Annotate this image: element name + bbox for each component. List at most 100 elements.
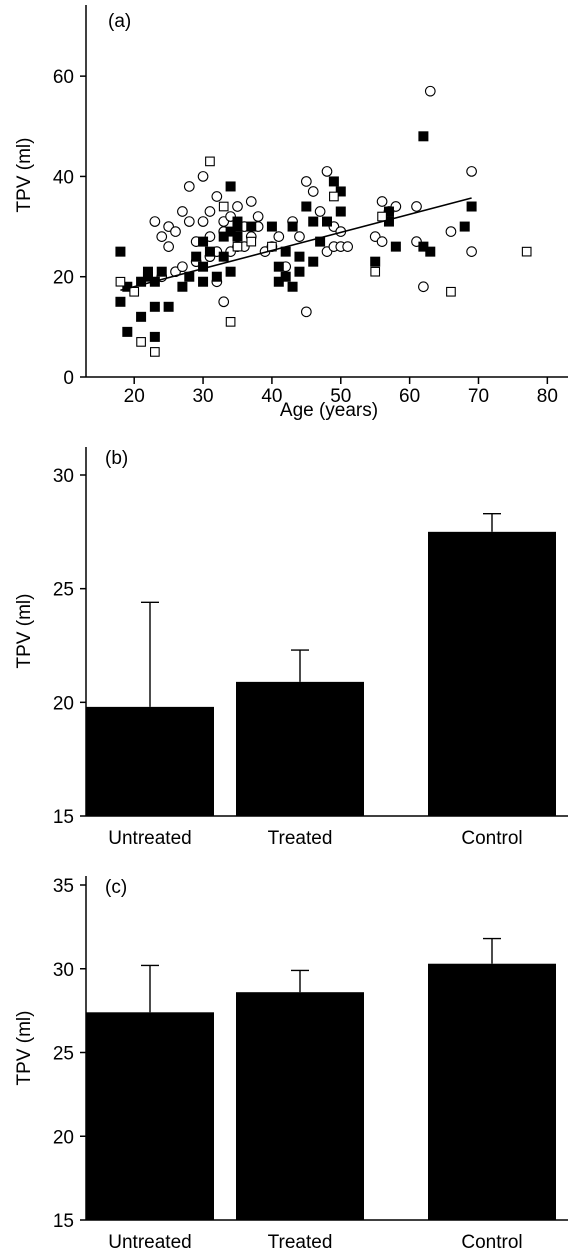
scatter-point-filled-square [294,266,305,277]
scatter-point-open-circle [411,201,422,212]
scatter-point-open-circle [321,166,333,177]
scatter-point-open-square [225,316,236,327]
bar [236,681,364,816]
scatter-point-filled-square [322,216,332,227]
scatter-point-filled-square [308,256,319,267]
panel-b-y-axis-title: TPV (ml) [14,594,35,669]
scatter-point-filled-square [383,206,394,217]
scatter-point-filled-square [335,206,346,217]
panel-c: (c) 15 20 25 30 35 Untreated Treated Control T… [14,876,568,1253]
scatter-point-open-circle [342,241,354,252]
scatter-point-filled-square [280,271,291,282]
y-tick-label: 20 [53,268,74,289]
panel-b-marks [86,512,556,816]
panel-b-label: (b) [105,448,128,469]
category-label: Untreated [108,828,191,849]
y-tick-label: 15 [53,807,74,828]
scatter-point-open-circle [197,216,209,227]
category-label: Treated [268,1232,333,1253]
scatter-point-open-circle [218,296,230,308]
x-tick-label: 70 [468,386,489,407]
scatter-point-open-circle [149,216,161,227]
scatter-point-filled-square [335,186,346,197]
scatter-point-open-circle [294,231,305,242]
scatter-point-open-circle [300,306,312,318]
scatter-point-filled-square [328,176,339,187]
scatter-point-filled-square [232,216,243,227]
scatter-point-filled-square [136,276,147,287]
scatter-point-filled-square [232,231,243,242]
y-tick-label: 20 [53,693,74,714]
scatter-point-open-circle [252,211,264,222]
scatter-point-open-circle [232,201,243,212]
y-tick-label: 15 [53,1211,74,1232]
category-label: Control [461,1232,522,1253]
x-tick-label: 50 [330,386,351,407]
panel-a-y-ticks: 0 20 40 60 [53,67,86,389]
scatter-point-open-square [129,286,140,297]
scatter-point-filled-square [115,296,126,307]
scatter-point-filled-square [198,276,209,287]
scatter-point-filled-square [218,251,229,262]
panel-a-y-axis-title: TPV (ml) [14,138,35,213]
scatter-point-filled-square [149,331,160,342]
scatter-point-open-square [115,276,126,287]
panel-a-x-ticks: 20 30 40 50 60 70 80 [124,377,558,407]
panel-c-label: (c) [105,877,127,898]
scatter-point-filled-square [390,241,401,252]
category-label: Untreated [108,1232,191,1253]
panel-b-y-ticks: 15 20 25 30 [53,466,86,828]
scatter-point-filled-square [294,251,305,262]
bar [428,963,556,1220]
panel-c-marks [86,937,556,1220]
y-tick-label: 35 [53,876,74,897]
y-tick-label: 25 [53,1044,74,1065]
scatter-point-filled-square [191,251,202,262]
scatter-point-open-circle [466,166,477,177]
panel-c-category-labels: Untreated Treated Control [108,1232,522,1253]
x-tick-label: 40 [261,386,282,407]
scatter-point-filled-square [301,201,312,212]
scatter-point-open-circle [445,226,457,237]
y-tick-label: 30 [53,960,74,981]
scatter-point-filled-square [418,241,429,252]
scatter-point-filled-square [163,301,174,312]
scatter-point-filled-square [466,201,477,212]
scatter-point-filled-square [280,246,291,257]
scatter-point-filled-square [218,231,229,242]
scatter-point-open-circle [376,196,388,207]
scatter-point-filled-square [122,326,133,337]
x-tick-label: 20 [124,386,145,407]
scatter-point-filled-square [177,281,188,292]
scatter-point-open-circle [170,226,181,237]
panel-a-x-axis-title: Age (years) [280,400,378,421]
scatter-point-filled-square [266,221,277,232]
panel-b-category-labels: Untreated Treated Control [108,828,522,849]
bar [86,1012,214,1220]
scatter-point-filled-square [418,131,429,142]
scatter-point-filled-square [425,246,436,257]
scatter-point-filled-square [225,181,236,192]
scatter-point-filled-square [273,276,284,287]
scatter-point-filled-square [142,271,153,282]
y-tick-label: 0 [63,368,74,389]
scatter-point-open-circle [376,236,388,247]
scatter-point-filled-square [308,216,319,227]
panel-c-y-axis-title: TPV (ml) [14,1011,35,1086]
panel-a: (a) 0 20 40 60 20 30 40 50 60 70 80 Age (years) T… [14,5,568,421]
scatter-point-filled-square [204,246,215,257]
bar [86,706,214,816]
scatter-point-filled-square [459,221,470,232]
scatter-point-open-square [446,286,456,297]
scatter-point-open-square [329,191,339,202]
scatter-point-filled-square [225,226,236,237]
scatter-point-open-square [150,347,160,357]
scatter-point-filled-square [136,311,147,322]
scatter-point-open-square [370,266,381,277]
scatter-point-filled-square [211,271,222,282]
scatter-point-open-circle [245,196,257,207]
category-label: Control [461,828,522,849]
scatter-point-open-square [205,156,215,167]
panel-c-y-ticks: 15 20 25 30 35 [53,876,86,1232]
